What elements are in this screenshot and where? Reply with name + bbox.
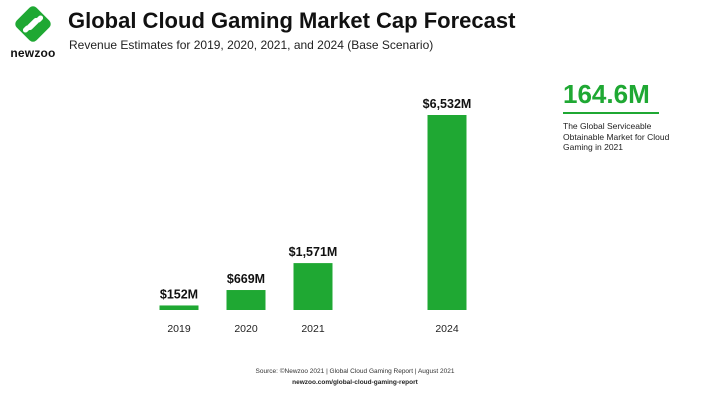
x-tick-2024: 2024 [435, 323, 459, 335]
newzoo-logo-icon [15, 6, 51, 42]
data-label-2019: $152M [160, 287, 198, 301]
bar-2021 [293, 263, 333, 310]
data-label-2020: $669M [227, 272, 265, 286]
chart-subtitle: Revenue Estimates for 2019, 2020, 2021, … [69, 38, 434, 52]
highlight-description: The Global Serviceable Obtainable Market… [563, 121, 670, 152]
highlight-value: 164.6M [563, 79, 650, 109]
source-note: Source: ©Newzoo 2021 | Global Cloud Gami… [255, 368, 455, 375]
logo-wordmark: newzoo [10, 46, 56, 60]
bar-2019 [159, 305, 199, 310]
bar-2020 [226, 290, 266, 310]
highlight-divider [563, 112, 659, 114]
chart-title: Global Cloud Gaming Market Cap Forecast [68, 8, 516, 33]
highlight-callout: 164.6M The Global Serviceable Obtainable… [563, 80, 703, 153]
x-tick-2019: 2019 [167, 323, 191, 335]
x-tick-2021: 2021 [301, 323, 325, 335]
x-tick-2020: 2020 [234, 323, 258, 335]
bar-2024 [427, 115, 467, 310]
data-label-2021: $1,571M [289, 245, 338, 259]
data-label-2024: $6,532M [423, 97, 472, 111]
source-url: newzoo.com/global-cloud-gaming-report [292, 379, 418, 386]
newzoo-logo: newzoo [8, 4, 58, 62]
